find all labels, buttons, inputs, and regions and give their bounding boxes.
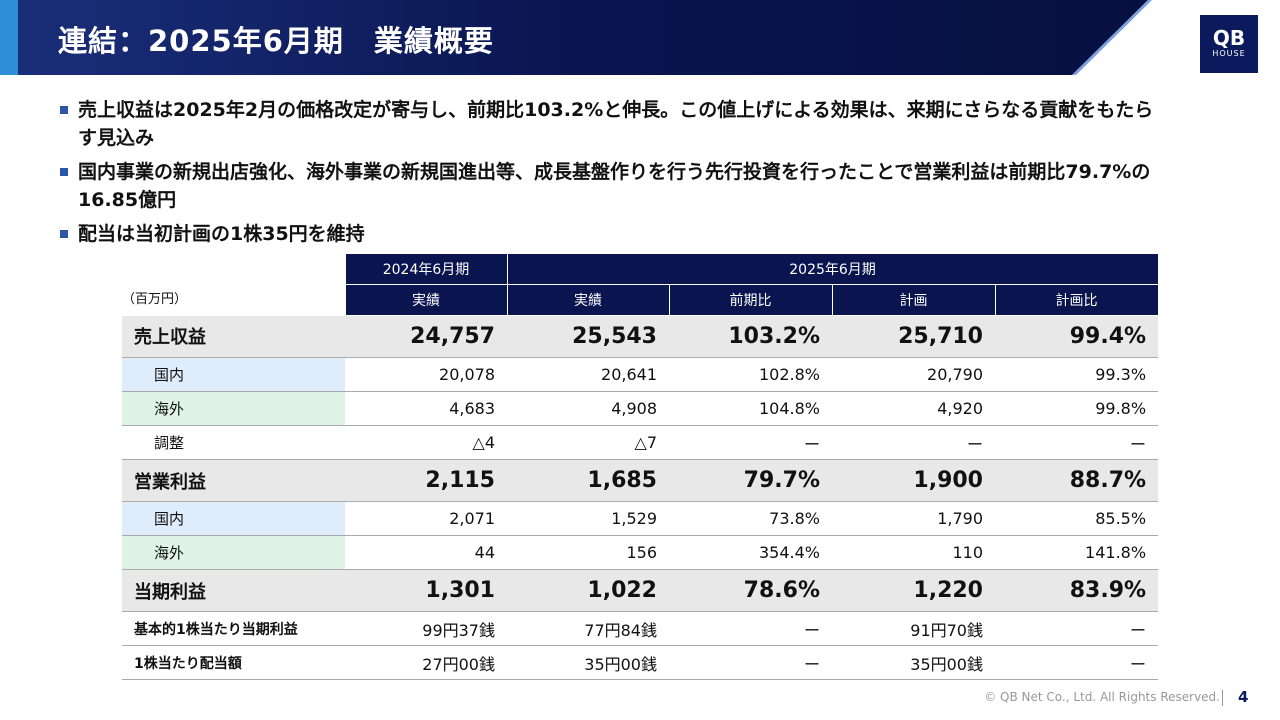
value-cell: 103.2% (669, 315, 832, 358)
value-cell: 91円70銭 (832, 611, 995, 646)
value-cell: 1,022 (507, 569, 669, 612)
value-cell: 4,920 (832, 391, 995, 426)
value-cell: △4 (345, 425, 507, 460)
header-cell: 計画比 (994, 284, 1159, 316)
header-cell: 計画 (831, 284, 996, 316)
row-label: 調整 (122, 425, 345, 460)
value-cell: 83.9% (995, 569, 1159, 612)
table-row: 売上収益 24,757 25,543 103.2% 25,710 99.4% (122, 315, 1159, 358)
value-cell: △7 (507, 425, 669, 460)
table-row: 国内 20,078 20,641 102.8% 20,790 99.3% (122, 357, 1159, 392)
value-cell: 20,790 (832, 357, 995, 392)
header-cell: 実績 (344, 284, 508, 316)
row-label: 売上収益 (122, 315, 345, 358)
table-row: 海外 4,683 4,908 104.8% 4,920 99.8% (122, 391, 1159, 426)
value-cell: 25,710 (832, 315, 995, 358)
header-band (0, 0, 1152, 75)
table-row: 調整 △4 △7 ーーー (122, 425, 1159, 460)
value-cell: ー (995, 611, 1159, 646)
value-cell: 1,301 (345, 569, 507, 612)
value-cell: 20,641 (507, 357, 669, 392)
value-cell: ー (995, 425, 1159, 460)
header-cell: 前期比 (668, 284, 833, 316)
table-row: 海外 44 156 354.4% 110 141.8% (122, 535, 1159, 570)
value-cell: 1,220 (832, 569, 995, 612)
value-cell: 1,900 (832, 459, 995, 502)
header-cell: 2024年6月期 (344, 253, 508, 285)
value-cell: 99.4% (995, 315, 1159, 358)
bullet: 売上収益は2025年2月の価格改定が寄与し、前期比103.2%と伸長。この値上げ… (58, 96, 1168, 152)
value-cell: 99円37銭 (345, 611, 507, 646)
bullet: 配当は当初計画の1株35円を維持 (58, 220, 1168, 248)
value-cell: 35円00銭 (832, 645, 995, 680)
separator (1222, 690, 1223, 706)
row-label: 当期利益 (122, 569, 345, 612)
value-cell: 104.8% (669, 391, 832, 426)
value-cell: 4,683 (345, 391, 507, 426)
bullets: 売上収益は2025年2月の価格改定が寄与し、前期比103.2%と伸長。この値上げ… (58, 96, 1168, 254)
value-cell: ー (995, 645, 1159, 680)
value-cell: 85.5% (995, 501, 1159, 536)
row-label: 国内 (122, 501, 345, 536)
value-cell: 2,115 (345, 459, 507, 502)
value-cell: 2,071 (345, 501, 507, 536)
value-cell: 99.8% (995, 391, 1159, 426)
table-row: 当期利益 1,301 1,022 78.6% 1,220 83.9% (122, 569, 1159, 612)
row-label: 営業利益 (122, 459, 345, 502)
header-cell: 実績 (506, 284, 670, 316)
results-table: 2024年6月期 2025年6月期 実績 実績 前期比 計画 計画比 売上収益 24,757… (122, 253, 1159, 680)
page-number: 4 (1238, 688, 1249, 706)
value-cell: 1,685 (507, 459, 669, 502)
value-cell: 79.7% (669, 459, 832, 502)
title: 連結：2025年6月期 業績概要 (58, 24, 494, 58)
value-cell: 156 (507, 535, 669, 570)
value-cell: 1,790 (832, 501, 995, 536)
value-cell: 99.3% (995, 357, 1159, 392)
logo-bottom: HOUSE (1212, 49, 1246, 58)
value-cell: 78.6% (669, 569, 832, 612)
copyright: © QB Net Co., Ltd. All Rights Reserved. (984, 690, 1220, 704)
value-cell: 4,908 (507, 391, 669, 426)
value-cell: 88.7% (995, 459, 1159, 502)
value-cell: ー (832, 425, 995, 460)
row-label: 海外 (122, 391, 345, 426)
row-label: 海外 (122, 535, 345, 570)
value-cell: 354.4% (669, 535, 832, 570)
value-cell: 27円00銭 (345, 645, 507, 680)
value-cell: 77円84銭 (507, 611, 669, 646)
value-cell: 24,757 (345, 315, 507, 358)
logo: QB HOUSE (1200, 15, 1258, 73)
value-cell: 25,543 (507, 315, 669, 358)
table-row: 営業利益 2,115 1,685 79.7% 1,900 88.7% (122, 459, 1159, 502)
table-row: 1株当たり配当額 27円00銭 35円00銭ー 35円00銭ー (122, 645, 1159, 680)
value-cell: 141.8% (995, 535, 1159, 570)
value-cell: ー (669, 611, 832, 646)
value-cell: 110 (832, 535, 995, 570)
bullet: 国内事業の新規出店強化、海外事業の新規国進出等、成長基盤作りを行う先行投資を行っ… (58, 158, 1168, 214)
row-label: 1株当たり配当額 (122, 645, 345, 680)
table-row: 国内 2,071 1,529 73.8% 1,790 85.5% (122, 501, 1159, 536)
value-cell: 1,529 (507, 501, 669, 536)
table-row: 基本的1株当たり当期利益 99円37銭 77円84銭ー 91円70銭ー (122, 611, 1159, 646)
value-cell: 102.8% (669, 357, 832, 392)
value-cell: ー (669, 645, 832, 680)
row-label: 基本的1株当たり当期利益 (122, 611, 345, 646)
value-cell: 73.8% (669, 501, 832, 536)
unit: （百万円） (122, 292, 188, 307)
value-cell: 20,078 (345, 357, 507, 392)
value-cell: ー (669, 425, 832, 460)
header-cell: 2025年6月期 (506, 253, 1159, 285)
logo-top: QB (1212, 26, 1246, 50)
value-cell: 35円00銭 (507, 645, 669, 680)
value-cell: 44 (345, 535, 507, 570)
row-label: 国内 (122, 357, 345, 392)
